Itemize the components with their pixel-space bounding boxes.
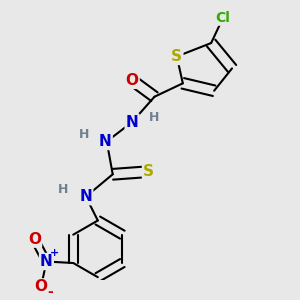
Text: N: N	[99, 134, 112, 149]
Text: N: N	[40, 254, 53, 269]
Text: -: -	[48, 285, 53, 299]
Text: Cl: Cl	[216, 11, 230, 25]
Text: O: O	[34, 279, 48, 294]
Text: H: H	[58, 183, 69, 196]
Text: O: O	[126, 73, 139, 88]
Text: O: O	[28, 232, 41, 247]
Text: H: H	[79, 128, 90, 140]
Text: S: S	[143, 164, 154, 179]
Text: H: H	[149, 111, 160, 124]
Text: N: N	[80, 189, 92, 204]
Text: S: S	[171, 49, 182, 64]
Text: +: +	[50, 248, 59, 258]
Text: N: N	[126, 115, 139, 130]
